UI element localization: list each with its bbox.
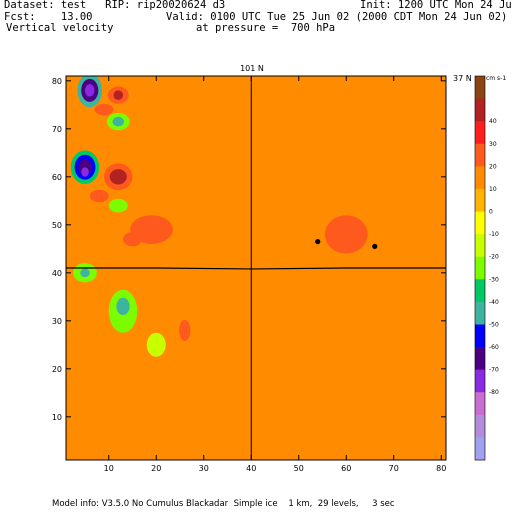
field-feature-19	[80, 268, 90, 278]
colorbar-band-2	[475, 121, 485, 145]
field-feature-13	[109, 169, 127, 185]
y-tick-label-80: 80	[52, 77, 62, 86]
colorbar-tick-label-6: -20	[489, 254, 499, 261]
x-tick-label-10: 10	[104, 464, 114, 473]
model-info-label: Model info: V3.5.0 No Cumulus Blackadar …	[52, 499, 395, 509]
y-tick-label-60: 60	[52, 173, 62, 182]
colorbar: 40 30 20 10 0 -10 -20 -30 -40 -50 -60 -70 -80	[474, 75, 499, 461]
colorbar-band-5	[475, 188, 485, 213]
field-feature-4	[113, 90, 123, 100]
y-tick-label-30: 30	[52, 317, 62, 326]
field-feature-25	[324, 215, 368, 254]
location-marker-0	[315, 239, 321, 245]
x-tick-label-60: 60	[341, 464, 351, 473]
colorbar-band-14	[475, 392, 485, 416]
colorbar-band-8	[475, 256, 485, 280]
field-feature-21	[116, 297, 130, 316]
field-feature-17	[123, 232, 142, 247]
valid-time-label: Valid: 0100 UTC Tue 25 Jun 02 (2000 CDT …	[166, 11, 508, 23]
x-tick-label-20: 20	[151, 464, 161, 473]
colorbar-tick-label-0: 40	[489, 118, 497, 125]
field-feature-7	[112, 116, 124, 127]
right-cross-section-label: 37 N	[453, 74, 472, 83]
colorbar-units: cm s-1	[486, 75, 506, 82]
field-feature-24	[286, 169, 311, 184]
field-name-label: Vertical velocity	[6, 22, 114, 34]
colorbar-frame	[474, 75, 486, 461]
colorbar-tick-label-3: 10	[489, 186, 497, 193]
field-feature-15	[108, 198, 128, 213]
top-cross-section-label: 101 N	[240, 64, 264, 73]
colorbar-band-15	[475, 414, 485, 438]
colorbar-tick-label-1: 30	[489, 141, 497, 148]
colorbar-band-0	[475, 76, 485, 100]
colorbar-band-7	[475, 234, 485, 258]
colorbar-tick-label-7: -30	[489, 276, 499, 283]
field-feature-23	[179, 319, 191, 341]
field-feature-5	[94, 103, 114, 116]
forecast-hour-label: Fcst: 13.00	[4, 11, 93, 23]
colorbar-band-16	[475, 437, 485, 461]
colorbar-band-9	[475, 279, 485, 303]
colorbar-tick-label-8: -40	[489, 299, 499, 306]
colorbar-tick-label-9: -50	[489, 321, 499, 328]
colorbar-band-3	[475, 143, 485, 167]
location-marker-1	[372, 243, 378, 249]
colorbar-tick-label-10: -60	[489, 344, 499, 351]
dataset-label: Dataset: test RIP: rip20020624 d3	[4, 0, 226, 11]
colorbar-band-11	[475, 324, 485, 348]
cross-section-line	[66, 267, 446, 270]
colorbar-band-12	[475, 347, 485, 371]
colorbar-band-13	[475, 369, 485, 393]
colorbar-band-6	[475, 211, 485, 235]
x-tick-label-70: 70	[389, 464, 399, 473]
x-tick-label-50: 50	[294, 464, 304, 473]
pressure-level-label: at pressure = 700 hPa	[196, 22, 336, 34]
colorbar-band-10	[475, 301, 485, 325]
init-time-label: Init: 1200 UTC Mon 24 Jun 02	[360, 0, 512, 11]
colorbar-tick-label-2: 20	[489, 163, 497, 170]
y-tick-label-40: 40	[52, 269, 62, 278]
y-tick-label-50: 50	[52, 221, 62, 230]
colorbar-tick-label-5: -10	[489, 231, 499, 238]
field-feature-11	[81, 167, 89, 177]
y-tick-label-70: 70	[52, 125, 62, 134]
field-feature-22	[146, 332, 166, 357]
x-tick-label-80: 80	[436, 464, 446, 473]
colorbar-tick-label-4: 0	[489, 209, 493, 216]
colorbar-band-1	[475, 98, 485, 122]
field-feature-14	[89, 189, 109, 203]
colorbar-tick-label-11: -70	[489, 367, 499, 374]
field-feature-2	[85, 84, 95, 97]
y-tick-label-10: 10	[52, 413, 62, 422]
x-tick-label-40: 40	[246, 464, 256, 473]
y-tick-label-20: 20	[52, 365, 62, 374]
colorbar-tick-label-12: -80	[489, 389, 499, 396]
x-tick-label-30: 30	[199, 464, 209, 473]
colorbar-band-4	[475, 166, 485, 190]
